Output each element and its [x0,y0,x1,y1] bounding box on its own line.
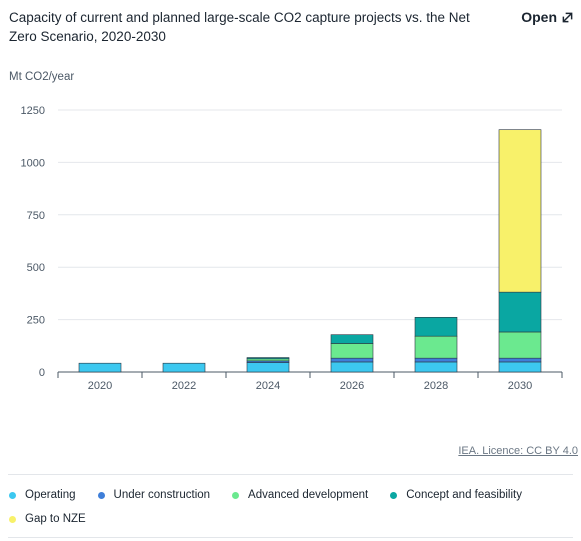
legend-label: Under construction [113,489,211,501]
legend-item[interactable]: Operating [9,488,76,502]
y-tick-label: 250 [27,315,45,327]
bar-segment[interactable] [498,331,542,359]
legend-swatch [9,515,16,523]
bar-segment[interactable] [162,362,206,373]
x-tick-label: 2030 [508,380,532,392]
legend-label: Operating [25,489,76,501]
x-tick-label: 2020 [88,380,112,392]
y-tick-label: 500 [27,262,45,274]
bar-segment[interactable] [414,335,458,359]
y-axis-unit: Mt CO2/year [9,71,75,83]
x-tick-label: 2022 [172,380,196,392]
open-external-icon [562,12,573,22]
bar-segment[interactable] [246,357,290,360]
bar-segment[interactable] [414,361,458,373]
bar-segment[interactable] [498,357,542,363]
legend-item[interactable]: Gap to NZE [9,512,86,526]
legend-swatch [97,491,105,499]
bar-segment[interactable] [330,334,374,344]
legend-divider-bottom [8,537,573,538]
bar-segment[interactable] [498,361,542,373]
chart-title: Capacity of current and planned large-sc… [9,10,470,44]
bar-segment[interactable] [246,358,290,362]
open-button[interactable]: Open [521,9,573,25]
legend-item[interactable]: Under construction [97,488,211,502]
open-label: Open [521,9,557,25]
legend-swatch [9,491,16,499]
stacked-bar-chart: 0 250 500 750 1000 1250 2020 2022 2024 2026 2028 20… [21,105,563,392]
x-tick-label: 2024 [256,380,280,392]
legend-label: Advanced development [248,489,369,501]
bar-segment[interactable] [330,361,374,373]
legend-divider-top [8,474,573,475]
legend-item[interactable]: Advanced development [232,488,368,502]
bar-segment[interactable] [246,362,290,373]
legend-label: Concept and feasibility [406,489,522,501]
y-tick-label: 1250 [21,105,45,117]
bar-segment[interactable] [498,129,542,293]
legend-swatch [390,491,398,499]
bar-segment[interactable] [78,362,122,373]
y-tick-label: 1000 [21,157,45,169]
legend-label: Gap to NZE [25,513,86,525]
legend: Operating Under construction Advanced deve… [9,488,569,526]
x-tick-label: 2028 [424,380,448,392]
licence-link[interactable]: IEA. Licence: CC BY 4.0 [458,445,578,457]
y-tick-label: 0 [39,367,45,379]
bar-segment[interactable] [414,316,458,337]
legend-swatch [232,491,240,499]
x-tick-label: 2026 [340,380,364,392]
bar-segment[interactable] [330,343,374,359]
bar-segment[interactable] [498,291,542,333]
bar-segment[interactable] [414,357,458,363]
bar-segment[interactable] [330,357,374,363]
y-tick-label: 750 [27,210,45,222]
legend-item[interactable]: Concept and feasibility [390,488,522,502]
